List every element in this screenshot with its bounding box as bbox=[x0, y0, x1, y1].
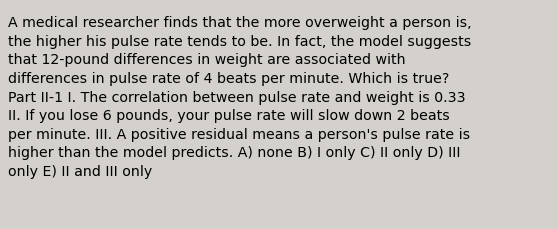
Text: A medical researcher finds that the more overweight a person is,
the higher his : A medical researcher finds that the more… bbox=[8, 16, 472, 178]
